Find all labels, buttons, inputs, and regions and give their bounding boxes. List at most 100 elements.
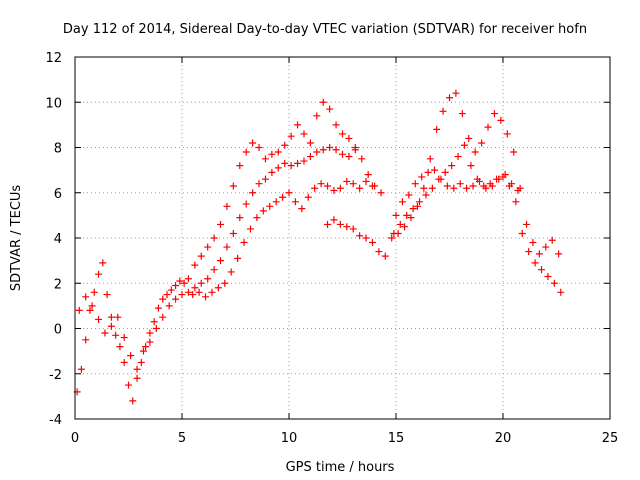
data-point <box>268 168 276 176</box>
x-tick-label: 25 <box>602 431 619 446</box>
data-point <box>197 252 205 260</box>
data-point <box>208 288 216 296</box>
data-point <box>112 331 120 339</box>
data-point <box>120 358 128 366</box>
data-point <box>503 130 511 138</box>
data-point <box>362 177 370 185</box>
data-point <box>324 220 332 228</box>
data-point <box>330 216 338 224</box>
data-point <box>317 180 325 188</box>
data-point <box>326 144 334 151</box>
y-tick-label: -2 <box>49 368 62 383</box>
data-point <box>555 250 563 258</box>
data-point <box>339 150 346 158</box>
data-point <box>362 234 370 242</box>
data-point <box>281 141 289 149</box>
series-track-e <box>388 89 563 258</box>
data-point <box>287 132 295 140</box>
y-tick-label: 10 <box>45 96 62 111</box>
data-point <box>514 186 522 194</box>
data-point <box>490 110 498 118</box>
data-point <box>163 291 171 299</box>
data-point <box>274 164 282 172</box>
data-point <box>259 207 267 215</box>
data-point <box>390 229 398 237</box>
series-track-g <box>392 166 522 219</box>
x-tick-label: 15 <box>388 431 405 446</box>
y-tick-label: 8 <box>54 142 62 157</box>
data-point <box>336 220 344 228</box>
data-point <box>107 313 115 321</box>
data-point <box>433 125 441 133</box>
data-point <box>542 243 550 251</box>
data-point <box>535 250 543 258</box>
y-tick-label: 4 <box>54 232 62 247</box>
data-point <box>279 193 287 201</box>
data-point <box>165 302 173 310</box>
data-point <box>398 198 406 206</box>
data-point <box>319 146 327 154</box>
data-point <box>90 288 98 296</box>
data-point <box>358 155 366 163</box>
data-point <box>439 107 447 115</box>
series-track-a <box>73 98 385 405</box>
data-point <box>210 234 218 242</box>
data-point <box>306 139 314 147</box>
data-point <box>364 171 372 179</box>
data-point <box>332 146 340 154</box>
data-point <box>197 279 205 287</box>
data-point <box>266 202 274 210</box>
data-point <box>448 162 456 170</box>
chart-title: Day 112 of 2014, Sidereal Day-to-day VTE… <box>63 22 587 37</box>
data-point <box>234 254 242 262</box>
data-point <box>510 148 518 156</box>
data-point <box>460 141 468 149</box>
data-point <box>452 89 460 97</box>
data-point <box>82 293 90 301</box>
data-point <box>345 134 353 142</box>
data-point <box>75 306 83 314</box>
data-point <box>411 180 419 188</box>
y-tick-label: 12 <box>45 51 62 66</box>
data-point <box>294 159 302 167</box>
data-point <box>388 234 396 242</box>
data-point <box>191 284 199 292</box>
data-point <box>326 105 334 113</box>
data-point <box>86 306 94 314</box>
data-point <box>154 304 162 312</box>
data-point <box>401 223 409 231</box>
data-point <box>467 162 475 170</box>
data-point <box>403 211 411 219</box>
y-tick-label: 0 <box>54 323 62 338</box>
data-point <box>330 186 338 194</box>
data-point <box>272 198 280 206</box>
data-point <box>88 302 96 310</box>
data-point <box>428 184 436 192</box>
data-point <box>482 184 490 192</box>
data-point <box>204 275 212 283</box>
data-point <box>191 261 199 269</box>
data-point <box>221 279 229 287</box>
data-point <box>195 288 203 296</box>
data-point <box>142 343 150 351</box>
data-point <box>454 153 462 161</box>
data-point <box>223 202 231 210</box>
data-point <box>146 338 154 346</box>
series-track-c <box>189 177 376 301</box>
data-point <box>204 243 212 251</box>
data-point <box>501 171 509 179</box>
data-point <box>236 214 244 222</box>
data-point <box>422 191 430 199</box>
data-point <box>150 318 158 326</box>
data-point <box>82 336 90 344</box>
data-point <box>495 175 503 183</box>
data-point <box>377 189 385 197</box>
data-point <box>172 295 180 303</box>
data-point <box>294 121 302 129</box>
data-point <box>450 184 458 192</box>
series-track-f <box>390 141 565 296</box>
data-point <box>431 166 439 174</box>
data-point <box>463 184 471 192</box>
